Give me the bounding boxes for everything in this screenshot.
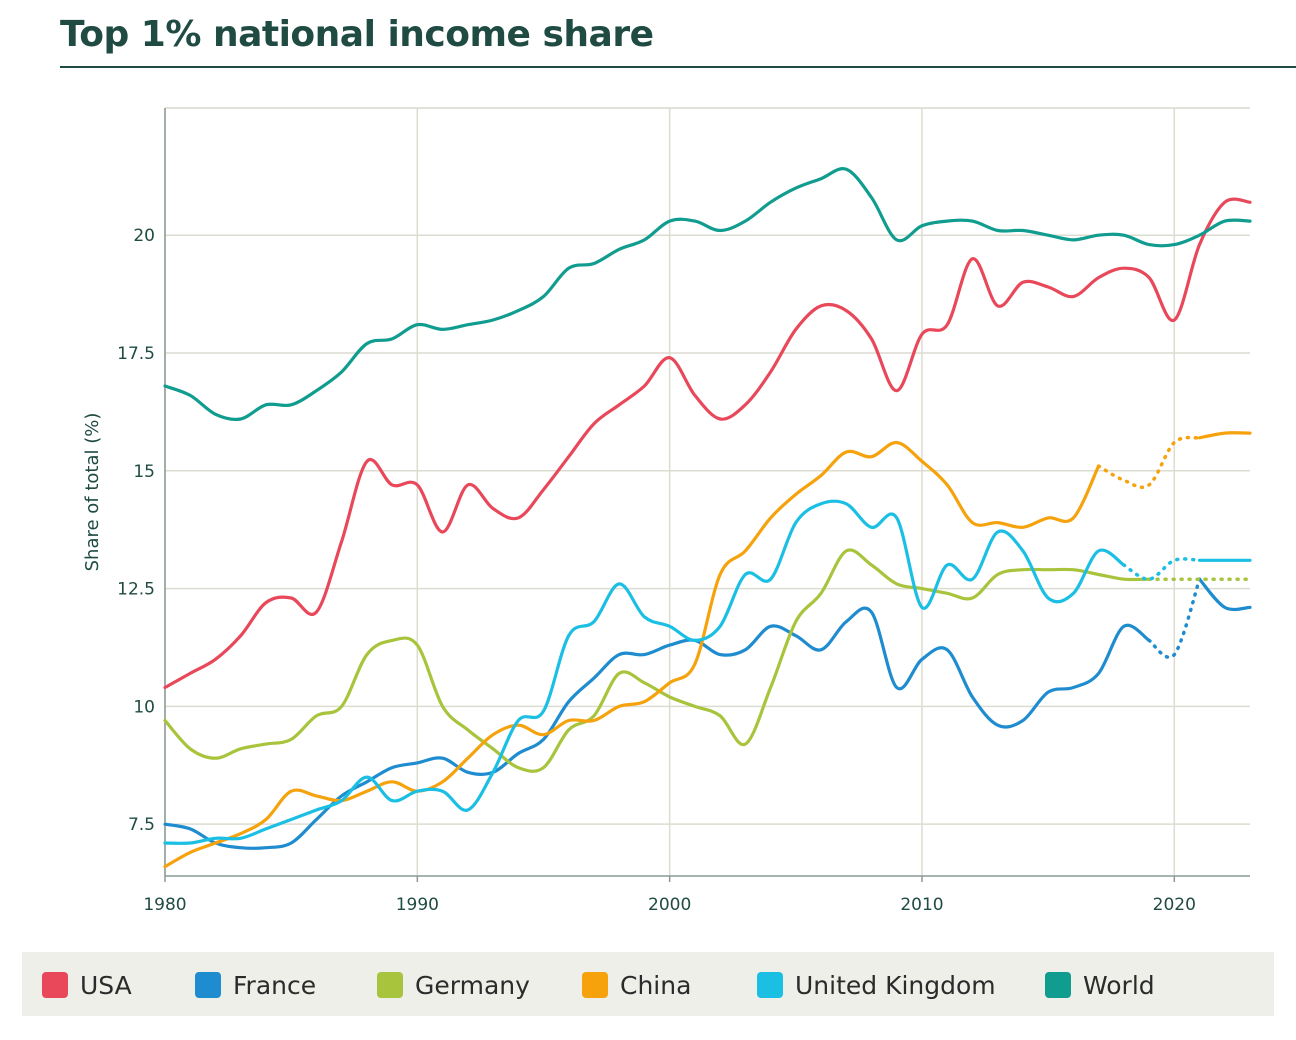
line-chart: 7.5 10 12.5 15 17.5 20 1980 1990 2000 2010 2020 Sh… bbox=[82, 107, 1252, 915]
legend-label: China bbox=[620, 970, 692, 1000]
chart-title: Top 1% national income share bbox=[60, 14, 654, 55]
legend-swatch bbox=[42, 972, 68, 998]
series-china bbox=[163, 431, 1252, 869]
y-tick-label: 20 bbox=[133, 226, 155, 246]
series-layer bbox=[163, 167, 1252, 869]
legend-swatch bbox=[582, 972, 608, 998]
series-line-china bbox=[163, 440, 1101, 869]
y-tick-label: 7.5 bbox=[128, 815, 155, 835]
series-line-germany bbox=[163, 548, 1151, 773]
legend-swatch bbox=[195, 972, 221, 998]
legend-swatch bbox=[757, 972, 783, 998]
x-tick-label: 1980 bbox=[143, 895, 186, 915]
legend-item-germany[interactable]: Germany bbox=[377, 970, 530, 1000]
legend-item-china[interactable]: China bbox=[582, 970, 691, 1000]
legend-item-usa[interactable]: USA bbox=[42, 970, 132, 1000]
x-tick-label: 2020 bbox=[1153, 895, 1196, 915]
legend-label: France bbox=[233, 970, 317, 1000]
series-usa bbox=[163, 197, 1252, 690]
legend-swatch bbox=[1045, 972, 1071, 998]
series-line-china bbox=[1197, 431, 1252, 440]
x-tick-label: 1990 bbox=[396, 895, 439, 915]
series-line-world bbox=[163, 167, 1252, 422]
y-tick-label: 10 bbox=[133, 697, 155, 717]
y-tick-label: 12.5 bbox=[117, 580, 155, 600]
series-line-united-kingdom-estimate bbox=[1122, 557, 1202, 581]
legend-label: USA bbox=[80, 970, 132, 1000]
y-axis-label: Share of total (%) bbox=[82, 413, 103, 572]
title-rule bbox=[60, 66, 1296, 68]
y-tick-label: 17.5 bbox=[117, 344, 155, 364]
series-world bbox=[163, 167, 1252, 422]
x-tick-label: 2010 bbox=[900, 895, 943, 915]
legend-item-united-kingdom[interactable]: United Kingdom bbox=[757, 970, 996, 1000]
series-line-france bbox=[1197, 577, 1252, 612]
legend-label: Germany bbox=[415, 970, 530, 1000]
series-line-usa bbox=[163, 197, 1252, 690]
legend-label: World bbox=[1083, 970, 1155, 1000]
series-united-kingdom bbox=[163, 499, 1252, 845]
axis-layer: 7.5 10 12.5 15 17.5 20 1980 1990 2000 2010 2020 bbox=[117, 108, 1250, 915]
x-tick-label: 2000 bbox=[648, 895, 691, 915]
legend-item-france[interactable]: France bbox=[195, 970, 316, 1000]
legend-swatch bbox=[377, 972, 403, 998]
series-line-china-estimate bbox=[1096, 435, 1202, 490]
legend: USA France Germany China United Kingdom World bbox=[22, 952, 1274, 1016]
legend-item-world[interactable]: World bbox=[1045, 970, 1155, 1000]
legend-label: United Kingdom bbox=[795, 970, 996, 1000]
y-tick-label: 15 bbox=[133, 462, 155, 482]
